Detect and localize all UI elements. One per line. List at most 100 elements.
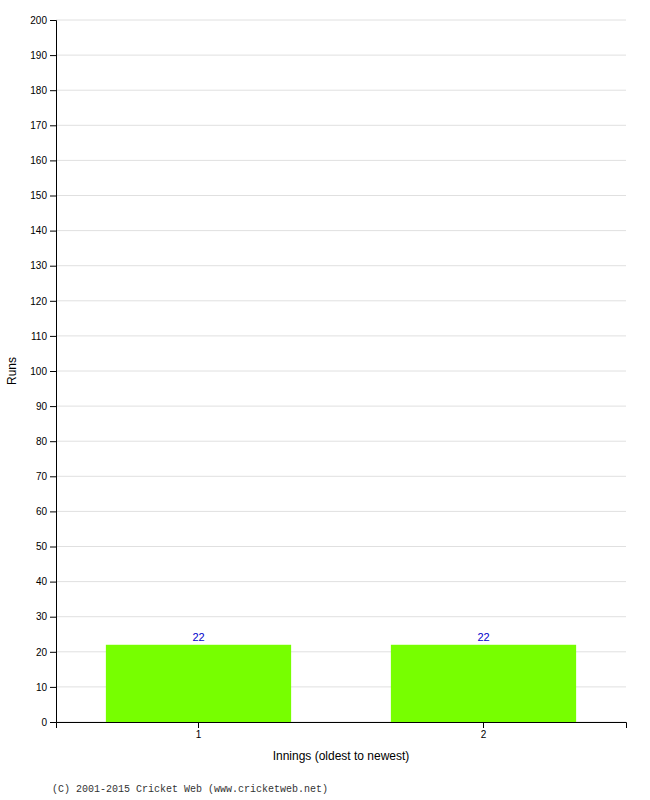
grid-line xyxy=(56,616,626,617)
y-tick: 150 xyxy=(30,190,56,201)
data-label: 22 xyxy=(477,631,489,643)
y-tick: 180 xyxy=(30,85,56,96)
y-axis: 0 10 20 30 40 50 60 70 80 90 100 110 120 130 140 150 160… xyxy=(30,15,56,728)
y-tick: 30 xyxy=(36,611,56,622)
x-axis: 12 xyxy=(57,722,627,740)
x-axis-title: Innings (oldest to newest) xyxy=(273,749,410,763)
y-tick-label: 160 xyxy=(30,155,47,166)
y-tick: 120 xyxy=(30,296,56,307)
y-tick: 50 xyxy=(36,541,56,552)
data-label: 22 xyxy=(192,631,204,643)
x-tick-label: 1 xyxy=(196,729,202,740)
bar xyxy=(106,645,291,722)
y-tick-label: 40 xyxy=(36,576,48,587)
grid-line xyxy=(56,335,626,336)
y-tick-label: 90 xyxy=(36,401,48,412)
x-tick-label: 2 xyxy=(481,729,487,740)
y-tick: 130 xyxy=(30,260,56,271)
y-tick-label: 30 xyxy=(36,611,48,622)
y-tick: 190 xyxy=(30,50,56,61)
axis-domain xyxy=(57,723,627,729)
y-tick-label: 120 xyxy=(30,296,47,307)
grid-line xyxy=(56,441,626,442)
x-tick: 1 xyxy=(196,722,202,740)
y-tick-mark xyxy=(50,90,56,91)
grid-line xyxy=(56,300,626,301)
y-tick: 80 xyxy=(36,436,56,447)
y-tick-label: 0 xyxy=(41,717,47,728)
y-tick: 70 xyxy=(36,471,56,482)
y-tick-label: 130 xyxy=(30,260,47,271)
y-tick: 200 xyxy=(30,15,56,26)
y-axis-title: Runs xyxy=(5,357,19,385)
y-tick-label: 110 xyxy=(31,331,47,342)
grid-line xyxy=(56,546,626,547)
x-tick: 2 xyxy=(481,722,487,740)
y-tick-label: 20 xyxy=(36,647,48,658)
y-tick: 40 xyxy=(36,576,56,587)
y-tick-mark xyxy=(50,55,56,56)
y-tick: 20 xyxy=(36,647,56,658)
footer: (C) 2001-2015 Cricket Web (www.cricketwe… xyxy=(52,784,328,795)
grid xyxy=(56,20,626,722)
axis-domain xyxy=(50,21,57,723)
y-tick-mark xyxy=(50,125,56,126)
y-tick-label: 190 xyxy=(30,50,47,61)
y-tick-label: 200 xyxy=(30,15,47,26)
y-tick-mark xyxy=(50,336,56,337)
y-tick: 140 xyxy=(30,225,56,236)
y-tick-label: 150 xyxy=(30,190,47,201)
grid-line xyxy=(56,55,626,56)
y-tick-mark xyxy=(50,371,56,372)
y-tick: 110 xyxy=(31,331,56,342)
y-tick-mark xyxy=(50,301,56,302)
y-tick-label: 10 xyxy=(36,682,48,693)
y-tick-mark xyxy=(50,406,56,407)
y-tick-mark xyxy=(50,722,56,723)
bar xyxy=(391,645,576,722)
bars xyxy=(106,645,576,722)
y-tick: 100 xyxy=(30,366,56,377)
y-tick: 10 xyxy=(36,682,56,693)
y-tick: 60 xyxy=(36,506,56,517)
y-tick-label: 100 xyxy=(30,366,47,377)
y-tick-label: 70 xyxy=(36,471,48,482)
y-tick-mark xyxy=(50,231,56,232)
chart-svg: 22 22 0 10 20 30 40 50 60 70 80 90 100 110 120 130 140 15… xyxy=(0,0,650,800)
y-tick: 160 xyxy=(30,155,56,166)
data-labels: 22 22 xyxy=(192,631,489,643)
y-tick-mark xyxy=(50,687,56,688)
y-tick-label: 180 xyxy=(30,85,47,96)
grid-line xyxy=(56,160,626,161)
y-tick-mark xyxy=(50,196,56,197)
x-tick-mark xyxy=(198,722,199,728)
y-tick-mark xyxy=(50,266,56,267)
grid-line xyxy=(56,125,626,126)
chart-container: 22 22 0 10 20 30 40 50 60 70 80 90 100 110 120 130 140 15… xyxy=(0,0,650,800)
y-tick-mark xyxy=(50,652,56,653)
y-tick-mark xyxy=(50,582,56,583)
y-tick-mark xyxy=(50,20,56,21)
grid-line xyxy=(56,511,626,512)
y-tick-mark xyxy=(50,476,56,477)
grid-line xyxy=(56,20,626,21)
y-tick-mark xyxy=(50,441,56,442)
y-tick-label: 80 xyxy=(36,436,48,447)
grid-line xyxy=(56,476,626,477)
grid-line xyxy=(56,265,626,266)
y-tick-label: 50 xyxy=(36,541,48,552)
plot-area: 22 22 0 10 20 30 40 50 60 70 80 90 100 110 120 130 140 15… xyxy=(30,15,626,740)
y-tick: 90 xyxy=(36,401,56,412)
grid-line xyxy=(56,230,626,231)
y-tick-label: 140 xyxy=(30,225,47,236)
y-tick: 0 xyxy=(41,717,56,728)
grid-line xyxy=(56,406,626,407)
grid-line xyxy=(56,581,626,582)
y-tick-mark xyxy=(50,617,56,618)
y-tick-mark xyxy=(50,547,56,548)
x-tick-mark xyxy=(483,722,484,728)
y-tick: 170 xyxy=(30,120,56,131)
y-tick-label: 60 xyxy=(36,506,48,517)
grid-line xyxy=(56,195,626,196)
grid-line xyxy=(56,90,626,91)
